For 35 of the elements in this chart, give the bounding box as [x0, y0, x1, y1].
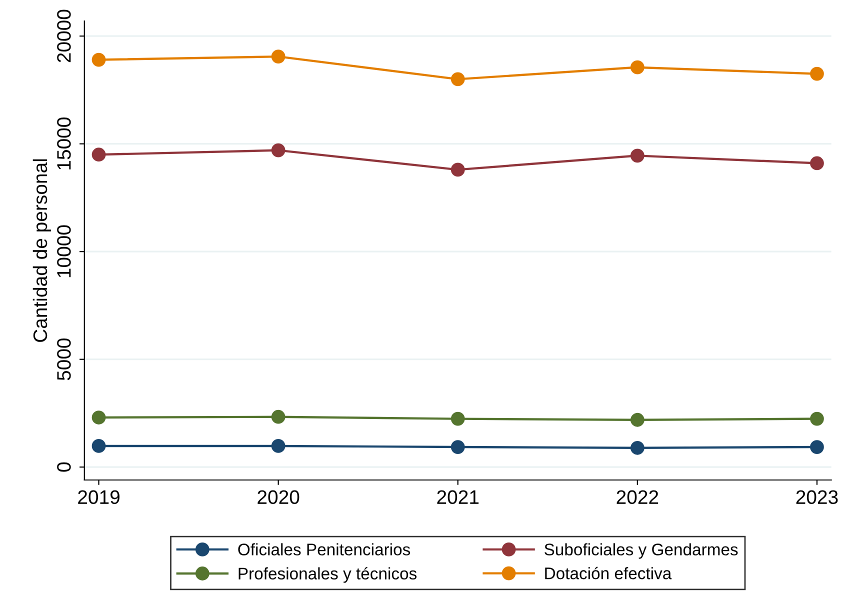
x-tick-label: 2021 [437, 490, 479, 504]
point [450, 162, 465, 177]
point [810, 440, 824, 454]
legend-label: Profesionales y técnicos [238, 567, 417, 583]
y-tick-label: 5000 [57, 338, 71, 380]
point [630, 148, 644, 163]
y-tick-label: 20000 [57, 10, 71, 62]
point [450, 72, 465, 86]
legend-label: Suboficiales y Gendarmes [544, 543, 738, 559]
point [450, 440, 465, 454]
y-tick-label: 0 [57, 462, 71, 472]
y-axis-title: Cantidad de personal [32, 159, 51, 342]
point [92, 410, 106, 424]
point [630, 440, 644, 455]
y-tick-label: 15000 [57, 118, 71, 170]
point [450, 412, 465, 426]
point [92, 439, 106, 453]
x-tick-label: 2020 [258, 490, 300, 504]
y-tick-label: 10000 [57, 225, 71, 278]
point [630, 60, 644, 74]
x-tick-label: 2022 [616, 490, 658, 504]
point [271, 410, 286, 424]
point [271, 143, 286, 158]
legend-label: Oficiales Penitenciarios [238, 543, 410, 556]
legend-label: Dotación efectiva [545, 566, 672, 580]
point [92, 52, 106, 67]
point [810, 412, 824, 426]
x-tick-label: 2023 [796, 490, 838, 504]
point [271, 50, 286, 64]
point [810, 156, 824, 170]
x-tick-label: 2019 [78, 490, 120, 504]
point [92, 148, 106, 162]
point [271, 439, 286, 453]
point [630, 412, 644, 427]
point [810, 66, 824, 81]
